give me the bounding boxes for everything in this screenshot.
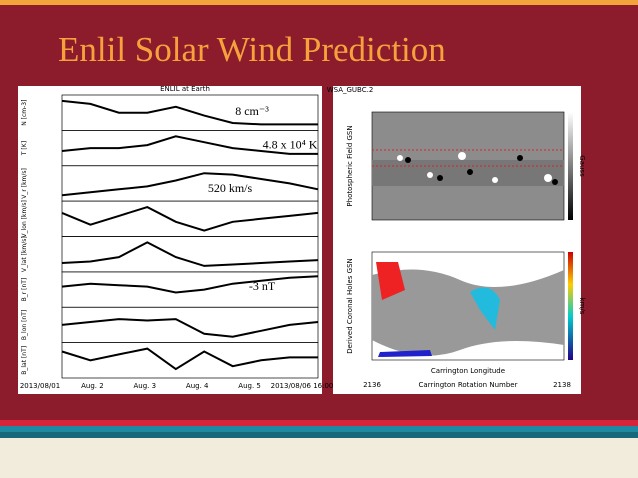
coronal-region [372, 269, 564, 356]
y-axis-label: B_lat [nT] [21, 346, 28, 375]
y-axis-label: B_r [nT] [21, 278, 28, 302]
curve [61, 275, 319, 294]
y-axis-label: T [K] [21, 141, 28, 156]
stripe [0, 432, 638, 438]
curve [61, 318, 319, 338]
plot-heading: ENLIL at Earth [160, 85, 210, 93]
stripe [0, 426, 638, 432]
right-label: 2138 [553, 381, 571, 389]
annotation: 4.8 x 10⁴ K [263, 137, 318, 151]
curve [61, 347, 318, 371]
coronal-hole [376, 262, 405, 300]
right-label: Photospheric Field GSN [346, 125, 354, 206]
y-axis-label: V_lat [km/s] [21, 236, 28, 272]
right-label: Carrington Longitude [431, 367, 505, 375]
annotation: 8 cm⁻³ [235, 104, 269, 118]
y-axis-label: V_lon [km/s] [21, 200, 28, 237]
curve [61, 206, 319, 232]
coronal-hole [470, 287, 500, 330]
y-axis-label: V_r [km/s] [21, 168, 28, 199]
coronal-hole [378, 350, 432, 357]
colorbar [568, 252, 573, 360]
x-axis-label: 2013/08/01 [20, 382, 60, 390]
left-panel [18, 86, 322, 394]
top-stripe [0, 0, 638, 5]
footer-band [0, 438, 638, 478]
spots [397, 152, 552, 183]
right-label: WSA_GUBC.2 [327, 86, 374, 94]
x-axis-label: Aug. 2 [81, 382, 104, 390]
x-axis-label: Aug. 3 [134, 382, 157, 390]
right-plot: WSA_GUBC.2 Photospheric Field GSN Gauss Der… [327, 86, 586, 389]
x-axis-label: Aug. 4 [186, 382, 209, 390]
right-label: 2136 [363, 381, 381, 389]
curve [61, 241, 319, 267]
curve [61, 99, 318, 126]
right-label: Carrington Rotation Number [419, 381, 518, 389]
right-label: Gauss [578, 155, 586, 177]
x-axis-label: Aug. 5 [238, 382, 261, 390]
left-plot: ENLIL at Earth N [cm-3] 8 cm⁻³ T [K] 4.8 x 1… [20, 85, 334, 390]
curve [61, 135, 318, 155]
x-axis-label: 2013/08/06 16:00 [271, 382, 334, 390]
spots [405, 155, 558, 185]
stripe [0, 420, 638, 426]
y-axis-label: B_lon [nT] [21, 310, 28, 340]
colorbar [568, 112, 573, 220]
annotation: -3 nT [249, 279, 276, 293]
slide-title: Enlil Solar Wind Prediction [58, 30, 446, 69]
y-axis-label: N [cm-3] [21, 100, 28, 126]
annotation: 520 km/s [208, 181, 253, 195]
plot-frame [61, 342, 319, 379]
curve [61, 172, 319, 197]
right-label: Derived Coronal Holes GSN [346, 258, 354, 353]
right-label: km/s [578, 298, 586, 315]
